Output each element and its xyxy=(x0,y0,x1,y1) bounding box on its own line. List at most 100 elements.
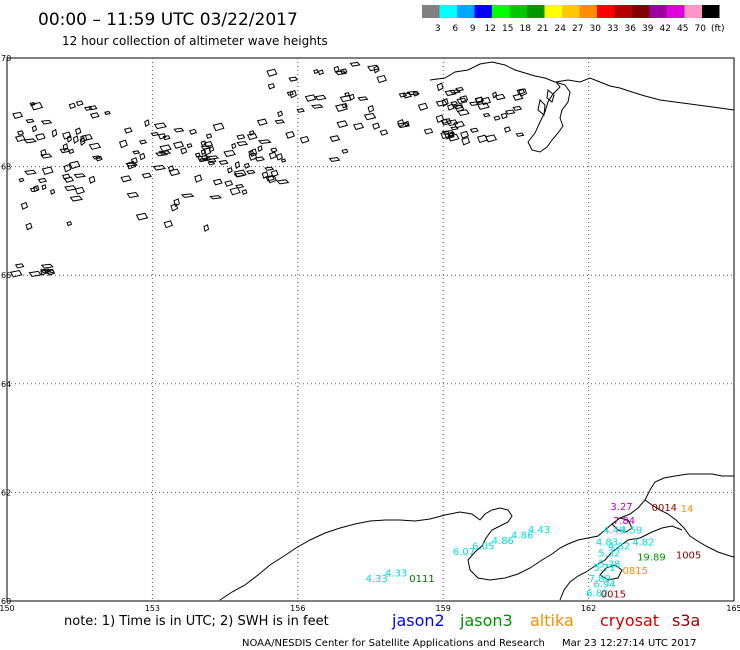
ice-floe xyxy=(28,270,42,278)
ice-floe xyxy=(267,83,276,90)
ice-floe xyxy=(186,143,193,149)
ice-floe xyxy=(126,160,137,170)
map-title: 00:00 – 11:59 UTC 03/22/2017 xyxy=(38,10,298,30)
wave-height-label: 7.84 xyxy=(613,516,635,527)
ice-floe xyxy=(485,134,498,143)
ice-floe xyxy=(167,165,175,173)
wave-height-label: 5.32 xyxy=(598,548,620,559)
ice-floe xyxy=(267,175,277,184)
scale-label: 15 xyxy=(502,24,513,34)
ice-floe xyxy=(329,135,341,142)
ice-floe xyxy=(372,122,381,130)
lat-label: 64 xyxy=(1,380,11,389)
scale-label: 21 xyxy=(537,24,548,34)
ice-floe xyxy=(168,168,181,177)
ice-floe xyxy=(40,148,47,157)
ice-floe xyxy=(88,142,102,150)
scale-swatch xyxy=(457,5,475,18)
wave-height-label: 0015 xyxy=(601,590,626,601)
ice-floe xyxy=(505,109,516,115)
ice-floe xyxy=(397,122,410,129)
ice-floe xyxy=(123,127,133,134)
ice-floe xyxy=(229,187,241,196)
ice-floe xyxy=(516,88,526,95)
ice-floe xyxy=(172,141,185,149)
scale-swatch xyxy=(562,5,580,18)
ice-floe xyxy=(304,94,317,102)
ice-floe xyxy=(254,156,265,162)
ice-floe xyxy=(66,134,72,143)
ice-floe xyxy=(153,122,167,130)
ice-floe xyxy=(453,104,464,110)
ice-floe xyxy=(203,140,214,148)
ice-floe xyxy=(14,263,25,269)
scale-label: 6 xyxy=(452,24,458,34)
ice-floe xyxy=(91,155,101,160)
ice-floe xyxy=(141,172,152,179)
ice-floe xyxy=(207,155,220,160)
ice-floe xyxy=(455,104,465,113)
scale-swatch xyxy=(439,5,457,18)
ice-floe xyxy=(68,148,75,155)
ice-floe xyxy=(493,115,501,121)
ice-floe xyxy=(25,222,33,231)
ice-floe xyxy=(157,133,167,140)
ice-floe xyxy=(456,97,468,105)
scale-label: 18 xyxy=(520,24,532,34)
wave-height-label: 4.86 xyxy=(511,531,533,542)
ice-floe xyxy=(205,133,213,140)
ice-floe xyxy=(335,103,349,112)
ice-floe xyxy=(144,119,150,128)
scale-swatch xyxy=(597,5,615,18)
lat-label: 68 xyxy=(1,163,11,172)
mission-s3a: s3a xyxy=(672,611,700,630)
ice-floe xyxy=(285,130,296,139)
ice-floe xyxy=(373,65,380,74)
wave-height-labels: 4.334.33 01116.076.054.864.864.436.827.89… xyxy=(366,502,702,601)
ice-floe xyxy=(233,169,247,178)
ice-floe xyxy=(474,96,484,105)
ice-floe xyxy=(313,69,319,75)
ice-floe xyxy=(515,132,525,137)
ice-floe xyxy=(132,150,141,155)
ice-floe xyxy=(447,103,455,111)
ice-floe xyxy=(14,134,26,143)
ice-floe xyxy=(40,153,53,159)
ice-floe xyxy=(299,135,310,144)
lon-label: 159 xyxy=(436,604,451,613)
ice-floe xyxy=(40,269,47,276)
ice-floe xyxy=(212,122,225,132)
lon-label: 162 xyxy=(581,604,596,613)
wave-height-label: 4.83 xyxy=(596,538,618,549)
ice-floe xyxy=(104,110,111,116)
ice-floe xyxy=(64,176,74,183)
ice-floe xyxy=(446,119,459,127)
lat-label: 60 xyxy=(1,597,11,606)
ice-floe xyxy=(363,112,377,121)
ice-floe xyxy=(266,68,278,77)
ice-floe xyxy=(35,133,46,141)
ice-floe xyxy=(212,178,223,186)
coastline xyxy=(219,61,735,601)
ice-floe xyxy=(314,94,327,101)
ice-floe xyxy=(349,93,355,101)
ice-floe xyxy=(120,175,132,183)
scale-swatch xyxy=(632,5,650,18)
scale-swatch xyxy=(544,5,562,18)
wave-height-label: 4.33 xyxy=(385,569,407,580)
ice-floe xyxy=(289,89,297,99)
lat-label: 62 xyxy=(1,488,11,497)
ice-floe xyxy=(66,220,73,227)
ice-floe xyxy=(341,102,348,109)
scale-label: 33 xyxy=(607,24,618,34)
scale-label: 24 xyxy=(555,24,567,34)
ice-floe xyxy=(139,152,146,161)
scale-swatch xyxy=(702,5,720,18)
ice-floe xyxy=(200,140,207,147)
map-subtitle: 12 hour collection of altimeter wave hei… xyxy=(62,34,328,48)
ice-floe xyxy=(243,162,251,169)
ice-floe xyxy=(139,139,148,145)
ice-floe xyxy=(268,151,277,160)
ice-floe xyxy=(503,126,511,133)
ice-floe xyxy=(402,92,413,99)
